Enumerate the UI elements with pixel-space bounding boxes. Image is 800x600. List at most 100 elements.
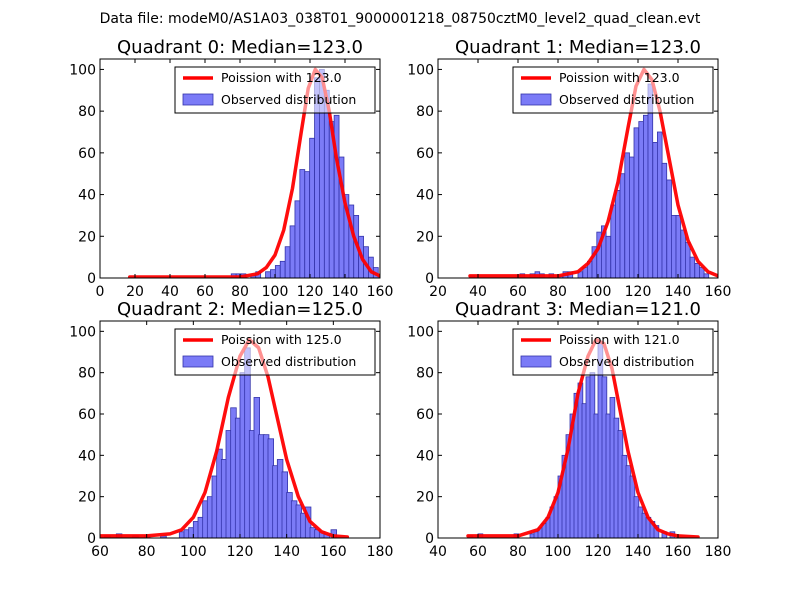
y-tick-label: 80 (416, 104, 434, 120)
legend: Poission with 121.0 Observed distribution (512, 328, 714, 376)
histogram-bar (680, 229, 686, 278)
x-tick-label: 60 (196, 284, 214, 300)
x-tick-label: 80 (549, 284, 567, 300)
x-tick-label: 120 (297, 284, 324, 300)
histogram-bar (605, 235, 612, 278)
legend: Poission with 125.0 Observed distribution (174, 328, 376, 376)
y-tick-label: 0 (87, 271, 96, 287)
y-tick-label: 40 (416, 448, 434, 464)
histogram-bar (633, 127, 640, 278)
y-tick-label: 0 (87, 531, 96, 547)
y-tick-label: 20 (416, 229, 434, 245)
subplot-title: Quadrant 2: Median=125.0 (117, 299, 363, 320)
histogram-bar (689, 256, 696, 278)
y-tick-label: 20 (78, 229, 96, 245)
x-tick-label: 160 (320, 544, 347, 560)
legend-label-observed: Observed distribution (559, 92, 694, 107)
histogram-bar (629, 156, 635, 278)
legend-label-poisson: Poission with 123.0 (559, 70, 680, 85)
histogram-bar (671, 215, 677, 278)
histogram-bar (289, 225, 296, 278)
x-tick-label: 120 (625, 284, 652, 300)
histogram-bar (661, 162, 668, 278)
x-tick-label: 100 (180, 544, 207, 560)
x-tick-label: 80 (509, 544, 527, 560)
x-tick-label: 140 (273, 544, 300, 560)
histogram-bar (652, 142, 658, 278)
histogram-bar (703, 273, 710, 278)
legend-label-observed: Observed distribution (221, 354, 356, 369)
x-tick-label: 80 (231, 284, 249, 300)
x-tick-label: 80 (138, 544, 156, 560)
x-tick-label: 20 (429, 284, 447, 300)
subplot-quadrant-0: 0 20 40 60 80 100 120 140 160 0 20 40 60 80 100 Quadran… (69, 37, 393, 300)
legend-bar-swatch (182, 355, 214, 368)
y-tick-label: 40 (416, 188, 434, 204)
x-tick-label: 40 (469, 284, 487, 300)
y-tick-label: 20 (416, 490, 434, 506)
histogram-bar (643, 114, 649, 278)
histogram-bar (279, 260, 286, 278)
x-tick-label: 100 (545, 544, 572, 560)
legend: Poission with 123.0 Observed distribution (174, 66, 376, 114)
legend-label-observed: Observed distribution (221, 92, 356, 107)
y-tick-label: 60 (78, 407, 96, 423)
y-tick-label: 0 (425, 531, 434, 547)
histogram-bar (624, 152, 630, 278)
x-tick-label: 100 (262, 284, 289, 300)
subplot-quadrant-3: 40 60 80 100 120 140 160 180 0 20 40 60 80 100 Quadran… (407, 299, 731, 560)
legend-box (174, 328, 376, 376)
x-tick-label: 140 (332, 284, 359, 300)
histogram-bar (694, 262, 700, 278)
axes-frame (437, 320, 719, 539)
x-tick-label: 160 (705, 284, 732, 300)
y-tick-label: 60 (78, 146, 96, 162)
y-tick-label: 40 (78, 448, 96, 464)
x-tick-label: 160 (665, 544, 692, 560)
x-tick-label: 140 (625, 544, 652, 560)
y-tick-label: 60 (416, 146, 434, 162)
subplot-quadrant-1: 20 40 60 80 100 120 140 160020406080100Quadrant… (407, 37, 731, 300)
histogram-bar (638, 121, 644, 278)
subplot-title: Quadrant 1: Median=123.0 (455, 37, 701, 58)
subplot-title: Quadrant 3: Median=121.0 (455, 299, 701, 320)
subplot-quadrant-2: 60 80 100 120 140 160 180 0 20 40 60 80 100 Quadrant … (69, 299, 393, 560)
y-tick-label: 0 (425, 271, 434, 287)
x-tick-label: 120 (227, 544, 254, 560)
y-tick-label: 40 (78, 188, 96, 204)
histogram-bar (265, 271, 271, 278)
legend-bar-swatch (520, 93, 552, 106)
y-tick-label: 80 (78, 104, 96, 120)
x-tick-label: 60 (509, 284, 527, 300)
y-tick-label: 20 (78, 490, 96, 506)
histogram-bar (294, 200, 301, 278)
x-tick-label: 60 (91, 544, 109, 560)
legend: Poission with 123.0 Observed distribution (512, 66, 714, 114)
histogram-bar (284, 246, 291, 278)
x-tick-label: 140 (665, 284, 692, 300)
histogram-bar (666, 179, 672, 278)
legend-bar-swatch (520, 355, 552, 368)
histogram-bar (309, 137, 315, 278)
histogram-bars (467, 341, 676, 538)
x-tick-label: 180 (367, 544, 394, 560)
histogram-bar (615, 189, 621, 278)
axes-frame (437, 58, 719, 279)
histogram-bar (610, 204, 616, 278)
x-tick-label: 180 (705, 544, 732, 560)
histogram-bar (685, 242, 691, 278)
legend-label-observed: Observed distribution (559, 354, 694, 369)
subplots: 0 20 40 60 80 100 120 140 160020406080100Quadran… (69, 37, 731, 560)
y-tick-label: 100 (69, 324, 96, 340)
legend-label-poisson: Poission with 123.0 (221, 70, 342, 85)
y-tick-label: 80 (78, 366, 96, 382)
y-tick-label: 60 (416, 407, 434, 423)
x-tick-label: 120 (585, 544, 612, 560)
x-tick-label: 0 (96, 284, 105, 300)
histogram-bars (104, 347, 337, 538)
figure-suptitle: Data file: modeM0/AS1A03_038T01_90000012… (100, 11, 701, 27)
histogram-bar (274, 265, 281, 278)
histogram-bar (323, 89, 330, 278)
histogram-bar (299, 169, 306, 278)
